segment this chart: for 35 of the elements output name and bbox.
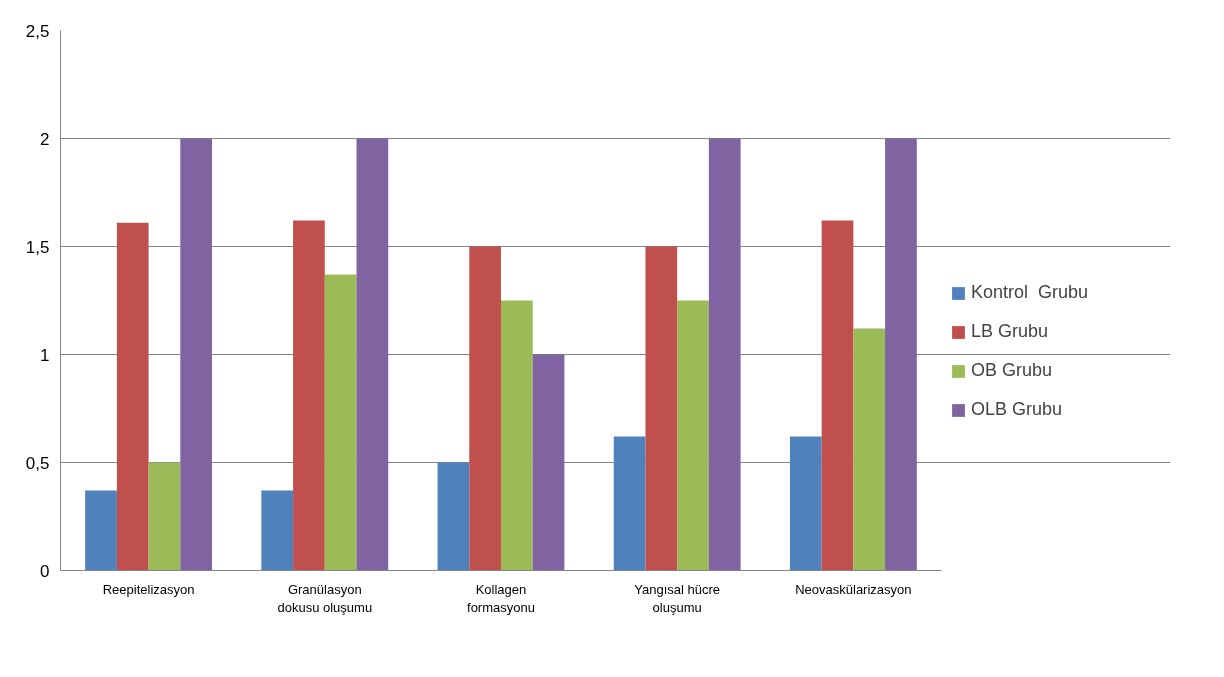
bar — [708, 138, 741, 571]
y-tick-label: 2,5 — [25, 21, 50, 41]
x-tick-label: Reepitelizasyon — [102, 581, 195, 597]
x-tick-label: Kollagen formasyonu — [467, 581, 535, 615]
bar — [437, 462, 470, 571]
bar — [469, 246, 501, 571]
bar — [885, 138, 917, 571]
bar — [148, 462, 181, 571]
y-tick-label: 1,5 — [25, 237, 50, 257]
legend-label: LB Grubu — [971, 321, 1049, 342]
bar — [613, 436, 646, 571]
bar — [180, 138, 213, 571]
x-tick-label: Yangısal hücre oluşumu — [634, 581, 721, 615]
x-tick-label: Neovaskülarizasyon — [795, 581, 912, 597]
y-tick-label: 2 — [40, 129, 50, 149]
bar — [789, 436, 822, 571]
y-tick-label: 0,5 — [25, 453, 50, 473]
legend-label: OLB Grubu — [971, 399, 1063, 420]
bar — [293, 220, 325, 571]
bar — [853, 328, 886, 571]
legend-label: OB Grubu — [971, 360, 1053, 381]
bar — [821, 220, 854, 571]
bar — [677, 300, 709, 571]
bar — [645, 246, 678, 571]
bar — [532, 354, 565, 571]
bar — [356, 138, 389, 571]
bar — [324, 274, 357, 571]
x-tick-label: Granülasyon dokusu oluşumu — [277, 581, 373, 615]
bar — [85, 490, 117, 571]
y-tick-label: 1 — [40, 345, 50, 365]
y-tick-label: 0 — [40, 561, 50, 581]
bar — [116, 222, 149, 571]
bar — [261, 490, 294, 571]
legend-label: Kontrol Grubu — [971, 282, 1089, 303]
bar — [500, 300, 533, 571]
